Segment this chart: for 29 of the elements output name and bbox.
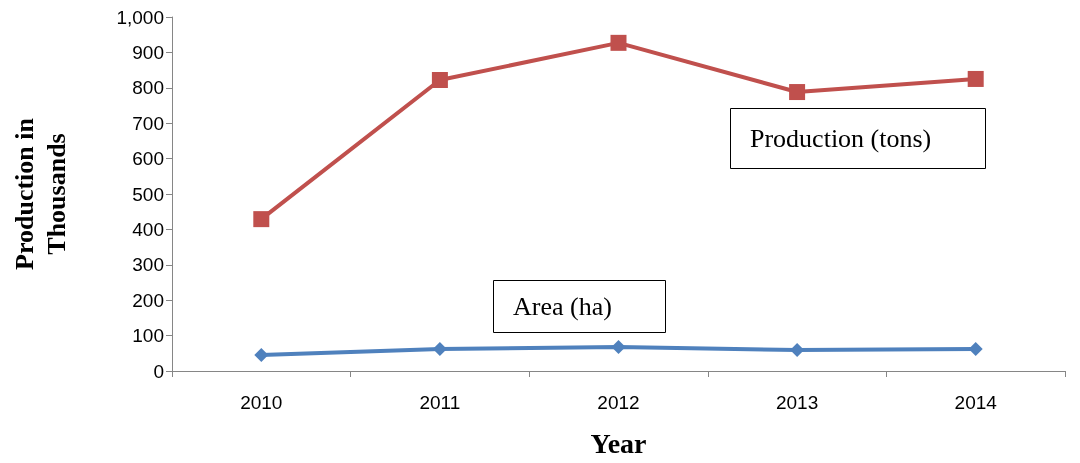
series-label: Area (ha) — [513, 291, 612, 321]
x-tick-label: 2013 — [775, 392, 819, 413]
y-tick-label: 0 — [153, 360, 164, 382]
y-tick-label: 800 — [132, 77, 164, 99]
x-axis-title: Year — [590, 427, 647, 459]
x-tick-label: 2010 — [240, 392, 283, 413]
y-axis-title: Production in Thousands — [9, 117, 71, 270]
y-tick-label: 900 — [132, 41, 164, 63]
x-tick-label: 2011 — [419, 392, 461, 413]
y-tick-label: 700 — [132, 112, 164, 134]
point — [611, 339, 626, 354]
point — [254, 348, 269, 363]
y-tick-label: 600 — [132, 148, 164, 170]
point — [967, 70, 984, 87]
y-tick-label: 500 — [132, 183, 164, 205]
y-tick-label: 100 — [132, 325, 164, 347]
point — [610, 34, 627, 51]
point — [253, 211, 270, 228]
point — [431, 72, 448, 89]
y-tick-label: 1,000 — [116, 6, 164, 28]
series-label: Production (tons) — [750, 123, 932, 153]
y-tick-label: 400 — [132, 218, 164, 240]
point — [432, 342, 447, 357]
point — [789, 84, 806, 101]
y-tick-label: 300 — [132, 254, 164, 276]
x-tick-label: 2012 — [597, 392, 640, 413]
y-tick-label: 200 — [132, 289, 164, 311]
point — [968, 342, 983, 357]
x-tick-label: 2014 — [954, 392, 998, 413]
